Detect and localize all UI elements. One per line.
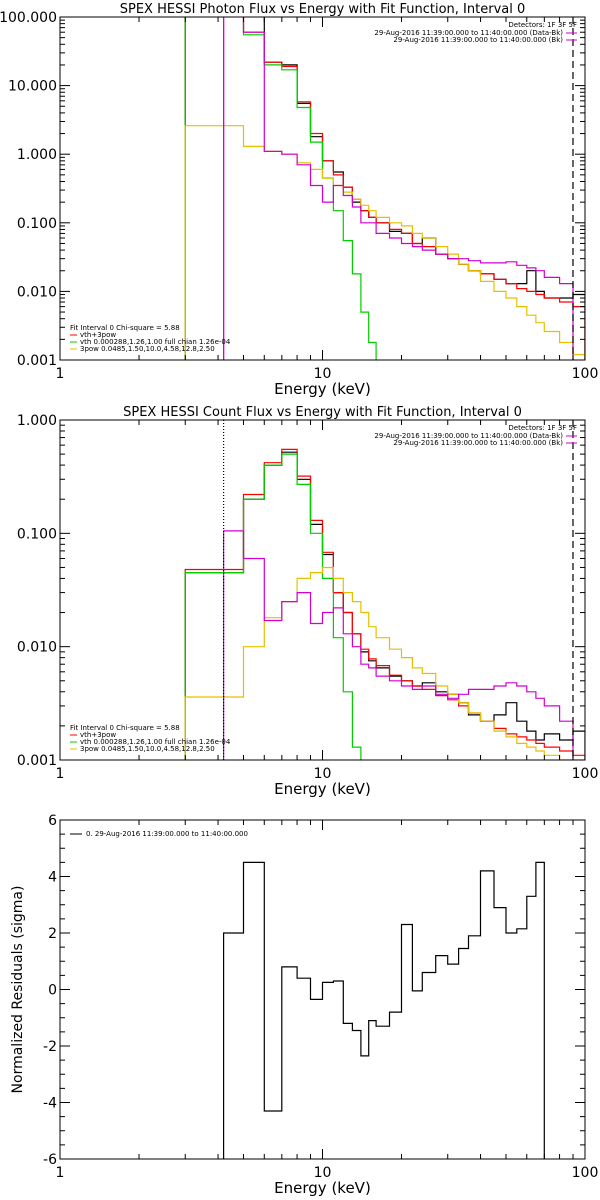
legend: 0. 29-Aug-2016 11:39:00.000 to 11:40:00.… <box>70 830 248 838</box>
y-tick-label: 4 <box>48 870 57 886</box>
legend-entry: 0. 29-Aug-2016 11:39:00.000 to 11:40:00.… <box>86 830 248 838</box>
legend-entry: 29-Aug-2016 11:39:00.000 to 11:40:00.000… <box>393 36 563 44</box>
series-line-0 <box>184 17 585 360</box>
y-tick-label: 1.000 <box>17 147 57 163</box>
x-axis-label: Energy (keV) <box>274 1179 371 1197</box>
x-axis-label: Energy (keV) <box>274 780 371 798</box>
annotation-line: 3pow 0.0485,1.50,10.0,4.58,12.8,2.50 <box>80 745 215 753</box>
x-tick-label: 100 <box>572 1165 599 1181</box>
annotation-line: vth+3pow <box>80 731 116 739</box>
y-tick-label: -6 <box>43 1152 57 1168</box>
series-line-4 <box>223 530 574 760</box>
y-tick-label: -2 <box>43 1039 57 1055</box>
y-tick-label: 0.001 <box>17 353 57 369</box>
y-tick-label: 0.100 <box>17 526 57 542</box>
y-tick-label: 6 <box>48 813 57 829</box>
legend-header: Detectors: 1F 3F 5F <box>508 21 577 29</box>
y-tick-label: 1.000 <box>17 413 57 429</box>
x-tick-label: 10 <box>314 1165 332 1181</box>
series-line-3 <box>184 566 585 760</box>
annotation-line: vth 0.000288,1.26,1.00 full chian 1.26e-… <box>80 738 231 746</box>
y-tick-label: 2 <box>48 926 57 942</box>
y-axis-label: Normalized Residuals (sigma) <box>10 886 26 1094</box>
legend-header: Detectors: 1F 3F 5F <box>508 424 577 432</box>
series-line-3 <box>184 125 585 360</box>
chart-title: SPEX HESSI Count Flux vs Energy with Fit… <box>123 405 522 420</box>
series-line-1 <box>184 17 585 360</box>
series-line-1 <box>184 448 585 760</box>
x-tick-label: 10 <box>314 366 332 382</box>
x-tick-label: 1 <box>56 766 65 782</box>
y-tick-label: 0.010 <box>17 640 57 656</box>
chart-panel-2: 1 10 100 -6 -4 -2 0 2 4 6 Energy (keV) Normalized R… <box>10 813 599 1197</box>
chart-panel-0: 1 10 100 0.001 0.010 0.100 1.000 10.000 100.000 S… <box>0 2 599 398</box>
plot-area <box>184 17 585 360</box>
legend-entry: 29-Aug-2016 11:39:00.000 to 11:40:00.000… <box>393 439 563 447</box>
series-line-2 <box>184 453 362 760</box>
y-tick-label: 0 <box>48 983 57 999</box>
x-tick-label: 10 <box>314 766 332 782</box>
x-tick-label: 100 <box>572 766 599 782</box>
annotation-line: Fit Interval 0 Chi-square = 5.88 <box>70 324 180 332</box>
x-tick-label: 1 <box>56 366 65 382</box>
series-line-2 <box>184 17 377 360</box>
y-tick-label: 0.010 <box>17 284 57 300</box>
y-tick-label: 0.100 <box>17 216 57 232</box>
fit-annotation: Fit Interval 0 Chi-square = 5.88vth+3pow… <box>70 324 231 353</box>
y-tick-label: 0.001 <box>17 753 57 769</box>
y-tick-label: 100.000 <box>0 10 57 26</box>
x-tick-label: 100 <box>572 366 599 382</box>
fit-annotation: Fit Interval 0 Chi-square = 5.88vth+3pow… <box>70 724 231 753</box>
annotation-line: Fit Interval 0 Chi-square = 5.88 <box>70 724 180 732</box>
series-line-0 <box>184 451 585 760</box>
chart-title: SPEX HESSI Photon Flux vs Energy with Fi… <box>120 2 526 17</box>
x-axis-label: Energy (keV) <box>274 380 371 398</box>
annotation-line: 3pow 0.0485,1.50,10.0,4.58,12.8,2.50 <box>80 345 215 353</box>
plot-area <box>223 861 545 1159</box>
y-tick-label: -4 <box>43 1096 57 1112</box>
annotation-line: vth+3pow <box>80 331 116 339</box>
y-tick-label: 10.000 <box>8 79 57 95</box>
legend-entry: 29-Aug-2016 11:39:00.000 to 11:40:00.000… <box>374 29 563 37</box>
annotation-line: vth 0.000288,1.26,1.00 full chian 1.26e-… <box>80 338 231 346</box>
x-tick-label: 1 <box>56 1165 65 1181</box>
plot-area <box>184 420 585 760</box>
legend-entry: 29-Aug-2016 11:39:00.000 to 11:40:00.000… <box>374 432 563 440</box>
series-line-4 <box>223 17 574 360</box>
series-line-0 <box>223 861 545 1159</box>
chart-panel-1: 1 10 100 0.001 0.010 0.100 1.000 SPEX HESSI Cou… <box>17 405 599 798</box>
